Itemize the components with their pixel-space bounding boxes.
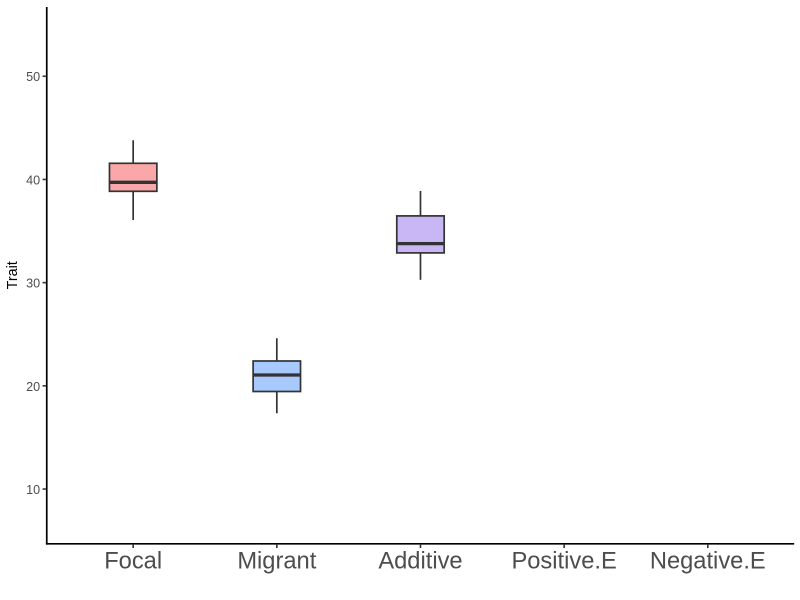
- svg-text:Negative.E: Negative.E: [650, 548, 766, 574]
- svg-text:Focal: Focal: [104, 548, 162, 574]
- svg-text:20: 20: [26, 380, 40, 394]
- svg-text:Trait: Trait: [5, 261, 21, 289]
- svg-text:30: 30: [26, 277, 40, 291]
- svg-text:40: 40: [26, 173, 40, 187]
- svg-text:Positive.E: Positive.E: [511, 548, 616, 574]
- svg-text:Migrant: Migrant: [237, 548, 316, 574]
- svg-text:Additive: Additive: [378, 548, 462, 574]
- svg-text:10: 10: [26, 483, 40, 497]
- svg-text:50: 50: [26, 70, 40, 84]
